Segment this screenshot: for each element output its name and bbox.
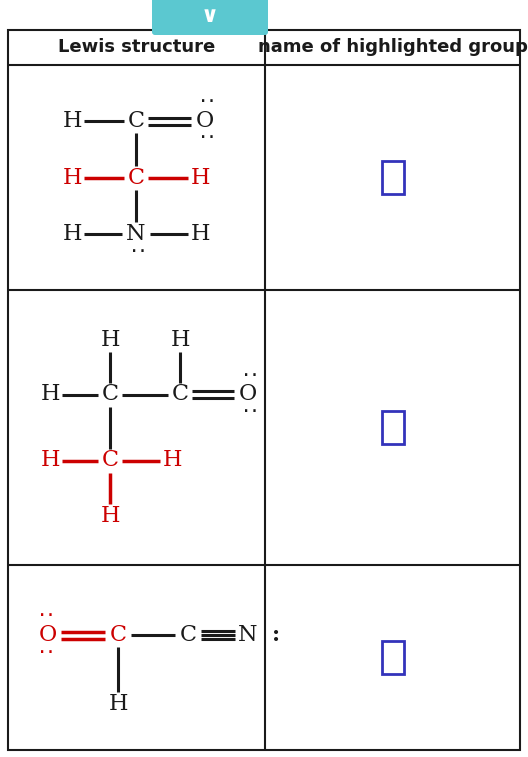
Text: O: O: [39, 625, 57, 646]
Text: H: H: [170, 329, 190, 350]
Text: H: H: [108, 693, 128, 715]
Text: C: C: [180, 625, 196, 646]
Text: H: H: [190, 223, 210, 245]
Text: ··: ··: [199, 131, 215, 145]
Text: N: N: [126, 223, 146, 245]
Text: H: H: [40, 450, 60, 472]
Bar: [382, 411, 403, 444]
Text: O: O: [239, 384, 257, 406]
Text: C: C: [101, 450, 118, 472]
Text: N: N: [238, 625, 258, 646]
Text: H: H: [62, 111, 82, 132]
Text: C: C: [127, 167, 145, 188]
Text: :: :: [272, 625, 280, 646]
Text: O: O: [196, 111, 214, 132]
Text: ··: ··: [37, 609, 54, 623]
Text: ··: ··: [37, 646, 54, 660]
Text: ··: ··: [242, 404, 258, 419]
Text: C: C: [127, 111, 145, 132]
Text: Lewis structure: Lewis structure: [58, 39, 215, 57]
Text: name of highlighted group: name of highlighted group: [258, 39, 527, 57]
Text: H: H: [62, 167, 82, 188]
Text: C: C: [172, 384, 188, 406]
Text: H: H: [100, 329, 120, 350]
Bar: [382, 161, 403, 194]
Text: H: H: [162, 450, 182, 472]
Text: H: H: [40, 384, 60, 406]
Text: H: H: [190, 167, 210, 188]
Bar: [382, 641, 403, 674]
Text: ··: ··: [199, 95, 215, 109]
Text: ··: ··: [242, 369, 258, 382]
Text: H: H: [100, 504, 120, 527]
FancyBboxPatch shape: [152, 0, 268, 35]
Text: ··: ··: [130, 245, 146, 259]
Text: C: C: [101, 384, 118, 406]
Text: H: H: [62, 223, 82, 245]
Text: ∨: ∨: [201, 6, 219, 26]
Text: C: C: [109, 625, 127, 646]
